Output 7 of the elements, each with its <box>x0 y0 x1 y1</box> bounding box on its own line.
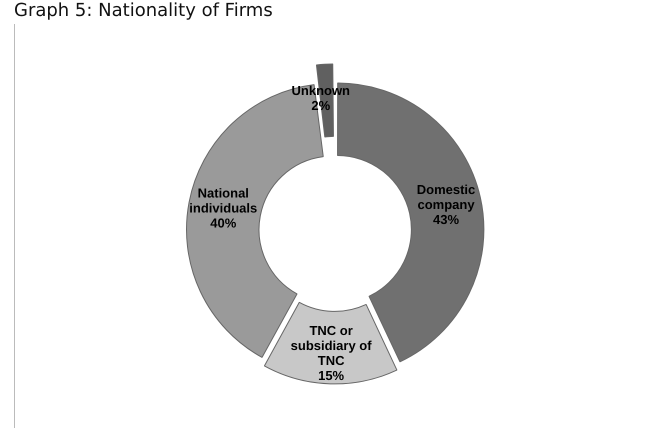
chart-title: Graph 5: Nationality of Firms <box>14 0 273 22</box>
slice-label: National individuals <box>189 185 258 216</box>
slice-label: TNC or subsidiary of TNC <box>290 322 372 368</box>
data-label: 15% <box>318 368 345 383</box>
data-label: 43% <box>432 212 460 227</box>
data-label: 40% <box>210 215 237 230</box>
slice-label: Domestic company <box>416 182 476 212</box>
